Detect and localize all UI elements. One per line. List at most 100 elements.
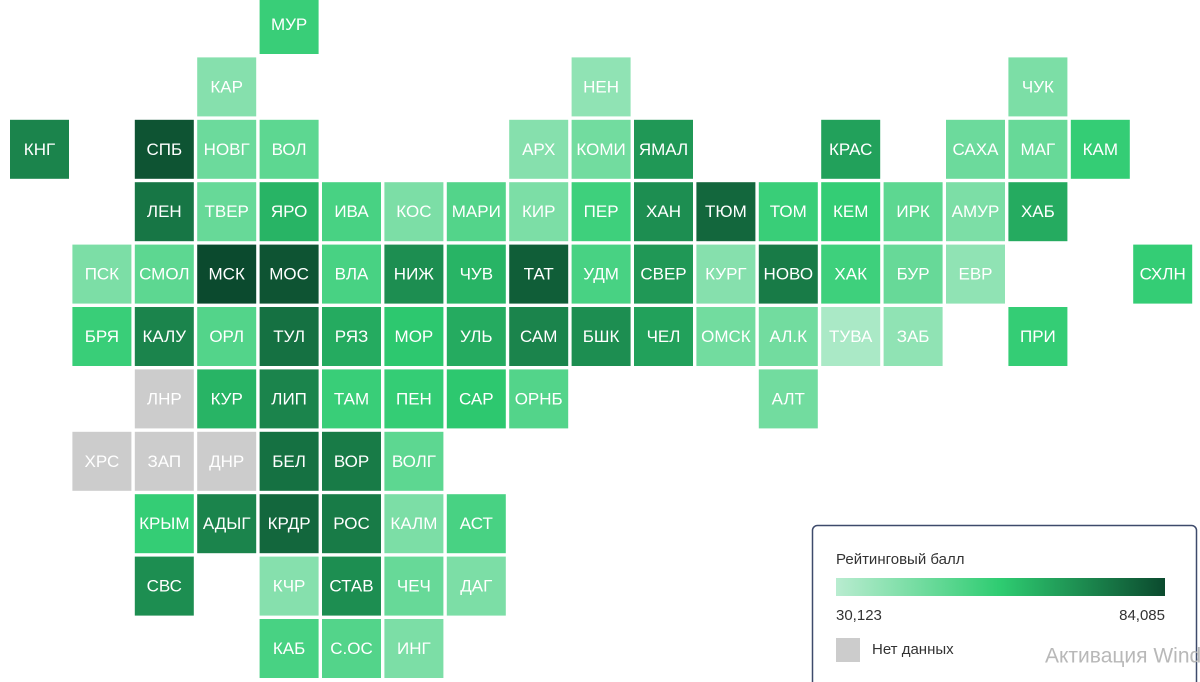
region-tile: [384, 619, 444, 678]
legend-box: [811, 524, 1198, 682]
region-tile: [883, 182, 943, 242]
region-label: С.ОС: [330, 639, 373, 658]
region-tile: [72, 307, 132, 366]
region-label: БУР: [897, 265, 930, 284]
region-tile: [197, 307, 257, 366]
region-label: КРЫМ: [139, 514, 189, 533]
region-tile: [72, 244, 132, 304]
region-tile: [384, 494, 444, 554]
region-label: РЯЗ: [335, 327, 369, 346]
region-label: УЛЬ: [460, 327, 493, 346]
region-label: ВОР: [334, 452, 369, 471]
region-tile: [259, 0, 319, 54]
region-tile: [322, 431, 381, 491]
region-tile: [134, 119, 194, 179]
region-tile: [758, 182, 818, 242]
region-label: САР: [459, 389, 494, 408]
legend-title: Рейтинговый балл: [836, 551, 964, 568]
region-label: ЗАП: [147, 452, 181, 471]
legend-max: 84,085: [1119, 607, 1165, 624]
region-label: СВС: [147, 577, 182, 596]
region-label: ЗАБ: [897, 327, 930, 346]
region-tile: [821, 244, 881, 304]
region-label: АДЫГ: [203, 514, 251, 533]
tiles: МУР КАР НЕН ЧУК КНГ СПБ НОВГ ВОЛ АРХ КОМИ ЯМАЛ КРАС…: [10, 0, 1193, 678]
region-label: ЯМАЛ: [639, 140, 688, 159]
region-label: ТАТ: [524, 265, 554, 284]
region-tile: [322, 182, 381, 242]
region-tile: [1008, 307, 1068, 366]
region-label: ДАГ: [460, 577, 492, 596]
region-tile: [946, 182, 1005, 242]
region-label: АСТ: [460, 514, 493, 533]
region-tile: [384, 244, 444, 304]
region-tile: [571, 244, 631, 304]
region-label: КУРГ: [705, 265, 746, 284]
region-label: ИНГ: [397, 639, 431, 658]
legend: Рейтинговый балл 30,123 84,085 Нет данны…: [811, 524, 1198, 682]
region-tile: [571, 182, 631, 242]
region-tile: [384, 369, 444, 429]
region-label: МАГ: [1021, 140, 1056, 159]
region-tile: [821, 182, 881, 242]
region-label: НОВО: [764, 265, 814, 284]
region-label: СВЕР: [640, 265, 686, 284]
region-label: КНГ: [24, 140, 55, 159]
region-tile: [634, 244, 693, 304]
region-tile: [1133, 244, 1193, 304]
region-tile: [1008, 119, 1068, 179]
region-label: КРДР: [268, 514, 311, 533]
region-label: ОРНБ: [515, 389, 563, 408]
watermark: Активация Windows: [1045, 645, 1200, 668]
region-tile: [821, 119, 881, 179]
region-label: ОМСК: [701, 327, 751, 346]
region-tile: [322, 244, 381, 304]
region-label: ЛНР: [147, 389, 182, 408]
region-label: КРАС: [829, 140, 872, 159]
region-tile: [134, 556, 194, 616]
region-tile: [384, 182, 444, 242]
region-label: ЧУВ: [460, 265, 493, 284]
region-label: СМОЛ: [139, 265, 189, 284]
region-label: ЛИП: [271, 389, 307, 408]
region-label: ХАК: [834, 265, 867, 284]
region-label: КАБ: [273, 639, 305, 658]
region-label: МОС: [269, 265, 309, 284]
region-tile: [10, 119, 69, 179]
region-label: СТАВ: [329, 577, 373, 596]
region-tile: [446, 494, 506, 554]
region-tile: [634, 119, 693, 179]
region-label: ВЛА: [335, 265, 369, 284]
region-tile: [197, 244, 257, 304]
region-label: ПЕН: [396, 389, 432, 408]
region-tile: [509, 369, 569, 429]
region-tile: [322, 494, 381, 554]
region-label: ХРС: [85, 452, 120, 471]
region-label: ЛЕН: [147, 202, 182, 221]
region-tile: [384, 307, 444, 366]
region-tile: [758, 369, 818, 429]
region-tile: [634, 307, 693, 366]
region-label: КОМИ: [576, 140, 625, 159]
region-label: ТУВА: [829, 327, 873, 346]
region-tile: [259, 307, 319, 366]
region-tile: [259, 182, 319, 242]
region-label: ЯРО: [271, 202, 307, 221]
region-label: СХЛН: [1140, 265, 1186, 284]
region-tile: [259, 119, 319, 179]
region-tile: [1008, 182, 1068, 242]
legend-min: 30,123: [836, 607, 882, 624]
region-label: ТОМ: [770, 202, 807, 221]
region-label: ЕВР: [958, 265, 992, 284]
region-label: РОС: [333, 514, 369, 533]
region-label: ВОЛГ: [392, 452, 436, 471]
region-tile: [883, 307, 943, 366]
region-tile: [758, 244, 818, 304]
region-tile: [1070, 119, 1130, 179]
region-tile: [384, 556, 444, 616]
region-tile: [134, 182, 194, 242]
region-label: СПБ: [146, 140, 182, 159]
region-label: ПСК: [85, 265, 119, 284]
region-tile: [322, 369, 381, 429]
